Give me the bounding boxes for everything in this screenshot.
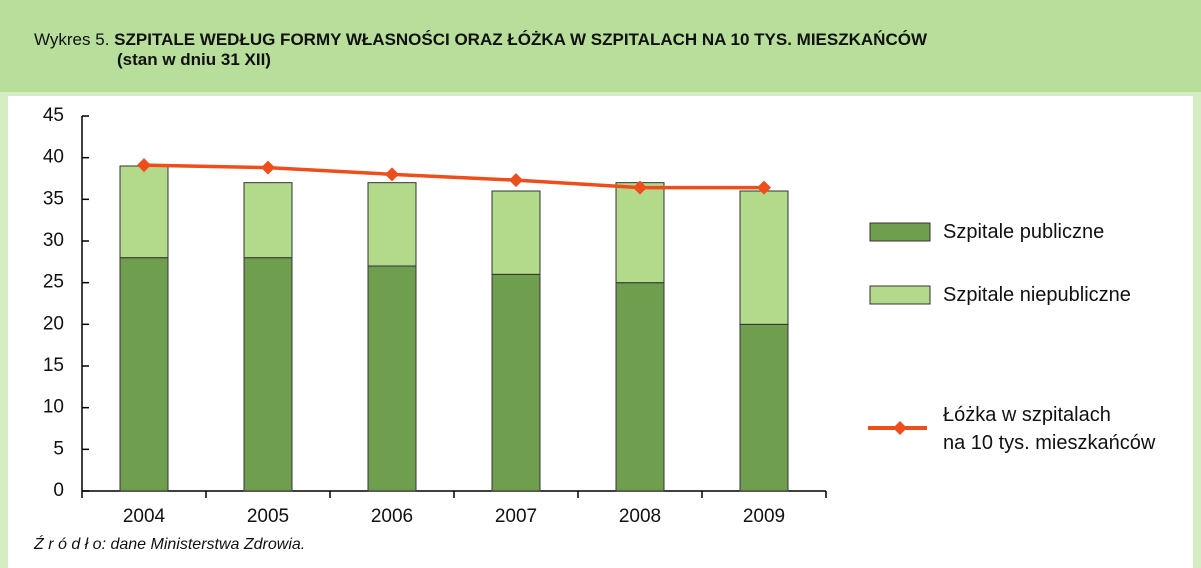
legend-label: Szpitale niepubliczne <box>943 284 1131 306</box>
y-tick-label: 45 <box>43 105 64 126</box>
chart-title: SZPITALE WEDŁUG FORMY WŁASNOŚCI ORAZ ŁÓŻ… <box>114 30 927 49</box>
line-marker <box>509 173 523 188</box>
legend-swatch <box>869 285 931 305</box>
bar-segment <box>243 257 293 492</box>
line-marker <box>137 158 151 173</box>
bar-segment <box>491 190 541 275</box>
line-marker <box>633 180 647 195</box>
panel <box>8 96 1193 568</box>
y-tick-label: 20 <box>43 313 64 334</box>
bar-segment <box>243 182 293 259</box>
bar-segment <box>615 282 665 492</box>
bar-segment <box>491 273 541 492</box>
bar-segment <box>615 182 665 284</box>
bar-segment <box>739 323 789 492</box>
line-marker <box>261 160 275 175</box>
title-prefix: Wykres 5. <box>34 30 110 49</box>
line-marker <box>385 167 399 182</box>
bar-segment <box>119 165 169 259</box>
bar-segment <box>367 182 417 267</box>
legend-label: Szpitale publiczne <box>943 221 1105 243</box>
line-marker <box>757 180 771 195</box>
y-tick-label: 15 <box>43 355 64 376</box>
subtitle: (stan w dniu 31 XII) <box>117 50 271 69</box>
line <box>143 163 764 190</box>
y-tick-label: 25 <box>43 272 64 293</box>
source: Ź r ó d ł o: dane Ministerstwa Zdrowia. <box>34 536 306 553</box>
y-tick-label: 40 <box>43 147 64 168</box>
x-tick-label: 2004 <box>123 506 166 527</box>
y-tick-label: 0 <box>53 480 64 501</box>
x-tick-label: 2005 <box>247 506 289 527</box>
y-tick-label: 35 <box>43 188 64 209</box>
x-tick-label: 2008 <box>619 506 661 527</box>
header: Wykres 5. SZPITALE WEDŁUG FORMY WŁASNOŚC… <box>0 0 1201 92</box>
y-tick-label: 30 <box>43 230 64 251</box>
bar-segment <box>739 190 789 325</box>
x-tick-label: 2006 <box>371 506 413 527</box>
legend-swatch <box>869 222 931 242</box>
y-tick-label: 5 <box>53 438 64 459</box>
x-tick-label: 2007 <box>495 506 537 527</box>
legend-marker <box>893 421 907 435</box>
bar-segment <box>367 265 417 492</box>
y-tick-label: 10 <box>43 397 64 418</box>
bar-segment <box>119 257 169 492</box>
title: Wykres 5. SZPITALE WEDŁUG FORMY WŁASNOŚC… <box>34 30 927 50</box>
legend-label: Łóżka w szpitalach na 10 tys. mieszkańcó… <box>943 404 1156 454</box>
x-tick-label: 2009 <box>743 506 785 527</box>
